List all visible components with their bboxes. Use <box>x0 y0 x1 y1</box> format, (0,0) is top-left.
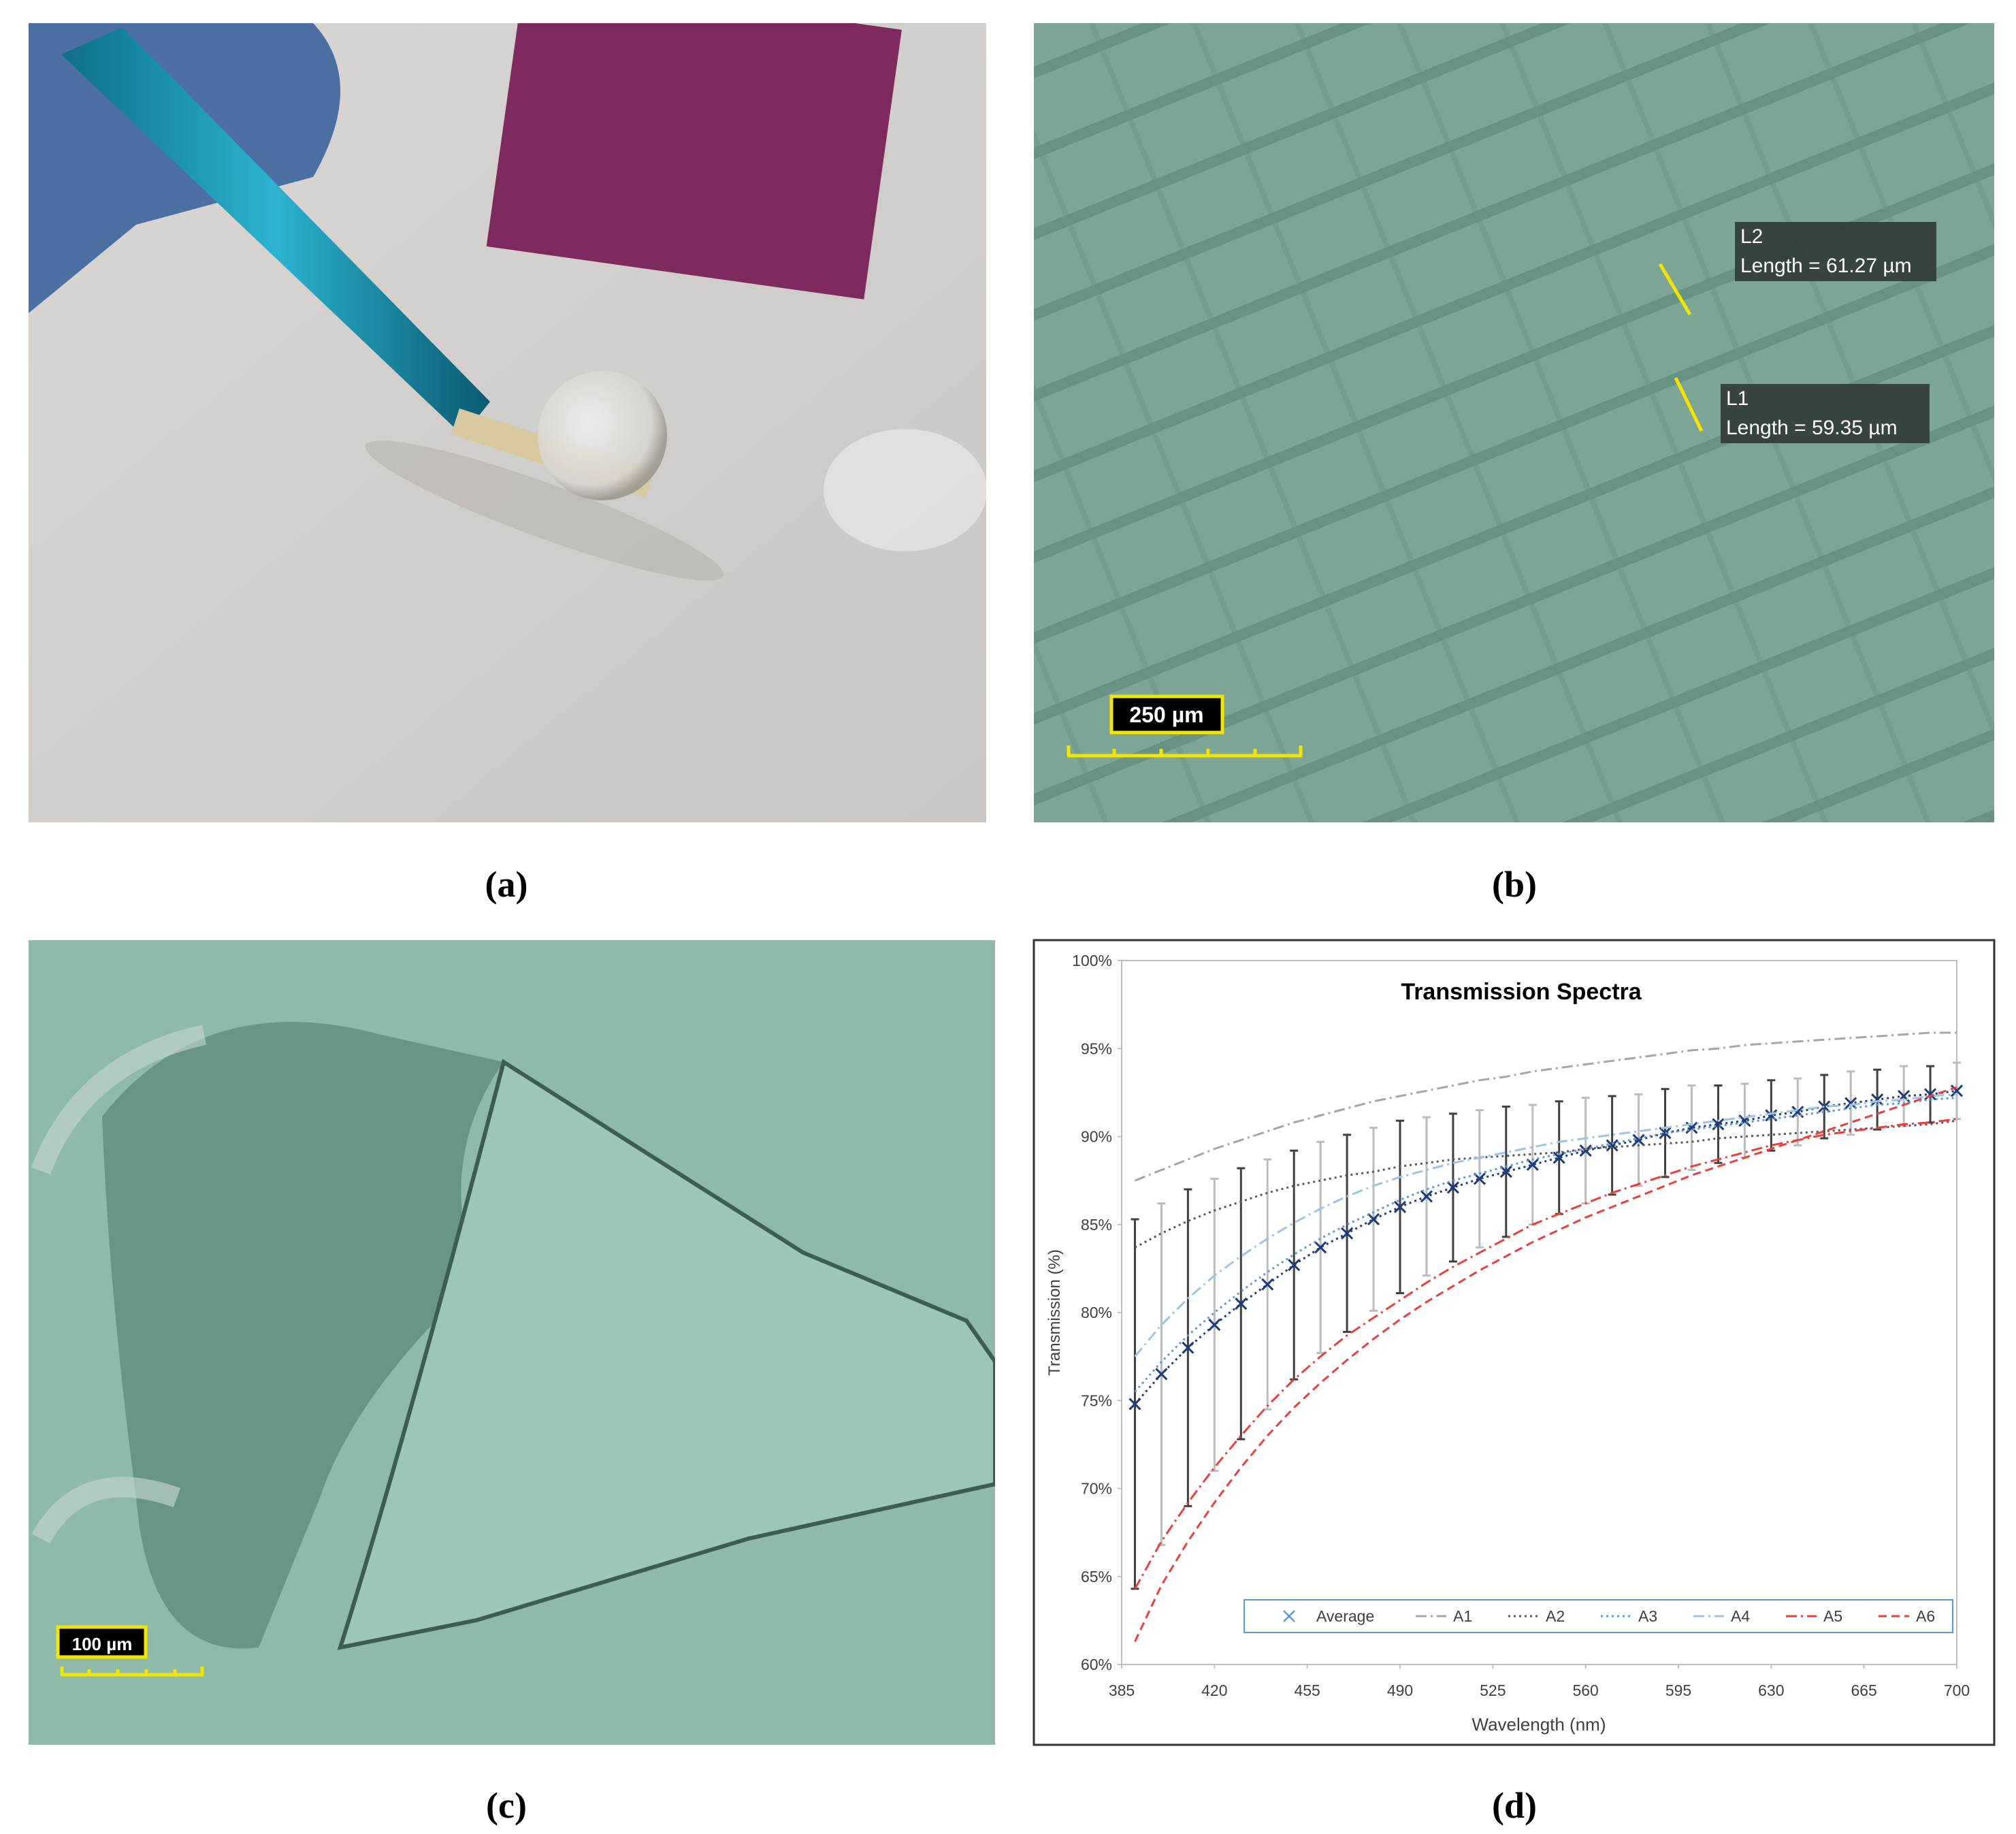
legend-label: A2 <box>1546 1607 1565 1625</box>
legend-marker <box>1283 1610 1295 1622</box>
marker <box>1182 1341 1194 1354</box>
marker <box>1314 1241 1327 1254</box>
marker <box>1579 1144 1592 1157</box>
panel-label: (b) <box>1492 864 1537 905</box>
marker <box>1208 1319 1221 1332</box>
y-tick-label: 95% <box>1081 1040 1112 1057</box>
annotation-name: L2 <box>1740 225 1763 248</box>
scale-bar-label: 100 µm <box>72 1634 133 1654</box>
marker <box>1341 1227 1354 1240</box>
annotation-name: L1 <box>1726 387 1749 410</box>
photo-b: L2 Length = 61.27 µm L1 Length = 59.35 µ… <box>1034 23 1994 822</box>
legend-label: A3 <box>1638 1607 1657 1625</box>
y-tick-label: 65% <box>1081 1568 1112 1586</box>
marker <box>1632 1133 1645 1146</box>
marker <box>1261 1278 1274 1291</box>
scale-bar-label: 250 µm <box>1129 703 1203 727</box>
legend-label: A5 <box>1823 1607 1842 1625</box>
panel-label: (a) <box>485 864 528 905</box>
y-tick-label: 70% <box>1081 1480 1112 1498</box>
x-tick-label: 630 <box>1758 1682 1784 1699</box>
y-tick-label: 75% <box>1081 1391 1112 1409</box>
legend-label: A4 <box>1731 1607 1750 1625</box>
legend-label: A6 <box>1916 1607 1935 1625</box>
series-line <box>1134 1086 1957 1643</box>
marker <box>1844 1097 1857 1110</box>
marker <box>1712 1118 1725 1131</box>
marker <box>1420 1190 1433 1203</box>
x-tick-label: 490 <box>1387 1682 1413 1699</box>
marker <box>1659 1127 1672 1140</box>
marker <box>1367 1212 1380 1226</box>
marker <box>1155 1368 1168 1381</box>
series-line <box>1134 1118 1957 1590</box>
chart-title: Transmission Spectra <box>1401 979 1642 1005</box>
marker <box>1446 1181 1459 1194</box>
series-line <box>1134 1119 1957 1249</box>
panel-label: (c) <box>486 1785 527 1826</box>
photo-a <box>29 23 986 822</box>
marker <box>1235 1298 1248 1310</box>
x-tick-label: 700 <box>1944 1682 1970 1699</box>
y-tick-label: 80% <box>1081 1304 1112 1321</box>
x-tick-label: 420 <box>1201 1682 1227 1699</box>
x-tick-label: 385 <box>1109 1682 1135 1699</box>
series-line <box>1134 1089 1957 1405</box>
marker <box>1128 1398 1141 1411</box>
marker <box>1499 1165 1512 1178</box>
legend <box>1243 1599 1953 1633</box>
series-line <box>1134 1031 1957 1182</box>
x-tick-label: 525 <box>1480 1682 1506 1699</box>
marker <box>1288 1259 1301 1272</box>
annotation-text: Length = 59.35 µm <box>1726 417 1898 439</box>
annotation-text: Length = 61.27 µm <box>1740 255 1912 277</box>
marker <box>1871 1093 1884 1106</box>
y-tick-label: 60% <box>1081 1656 1112 1673</box>
y-tick-label: 100% <box>1072 952 1112 969</box>
legend-label: A1 <box>1453 1607 1472 1625</box>
marker <box>1606 1139 1619 1152</box>
marker <box>1950 1084 1964 1097</box>
x-tick-label: 665 <box>1851 1682 1876 1699</box>
photo-c: 100 µm <box>29 940 995 1745</box>
marker <box>1526 1158 1539 1171</box>
y-axis-label: Transmission (%) <box>1045 1249 1064 1376</box>
x-tick-label: 595 <box>1665 1682 1691 1699</box>
x-tick-label: 455 <box>1294 1682 1320 1699</box>
x-axis-label: Wavelength (nm) <box>1472 1714 1606 1735</box>
panel-label: (d) <box>1492 1785 1537 1826</box>
marker <box>1393 1200 1407 1213</box>
y-tick-label: 85% <box>1081 1216 1112 1234</box>
legend-label: Average <box>1316 1607 1374 1625</box>
series-line <box>1134 1093 1957 1357</box>
y-tick-label: 90% <box>1081 1128 1112 1146</box>
x-tick-label: 560 <box>1572 1682 1598 1699</box>
marker <box>1552 1151 1565 1164</box>
